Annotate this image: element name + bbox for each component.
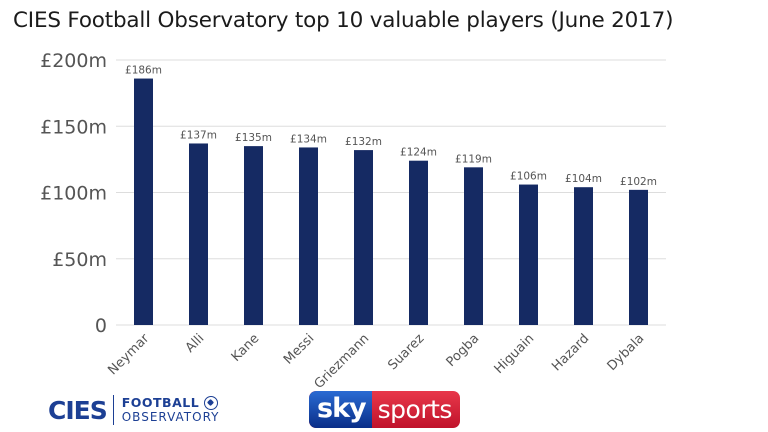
sky-sports-logo: sky sports	[309, 391, 460, 428]
data-label: £186m	[125, 65, 162, 77]
data-label: £119m	[455, 153, 492, 165]
football-icon	[204, 395, 219, 410]
x-tick-label: Alli	[183, 331, 208, 356]
y-tick-label: 0	[95, 315, 107, 337]
x-tick-label: Kane	[229, 331, 263, 365]
x-tick-label: Dybala	[605, 331, 648, 374]
y-tick-label: £50m	[52, 249, 107, 271]
data-label: £106m	[510, 171, 547, 183]
bar	[464, 167, 483, 325]
x-tick-label: Higuain	[492, 331, 538, 377]
bar	[519, 184, 538, 325]
sports-logo-word: sports	[377, 395, 453, 424]
y-tick-label: £200m	[40, 50, 107, 72]
cies-logo: CIES FOOTBALL OBSERVATORY	[48, 393, 219, 427]
bar	[244, 146, 263, 325]
cies-logo-word: CIES	[48, 395, 108, 425]
data-label: £137m	[180, 129, 217, 141]
bar	[134, 78, 153, 325]
data-label: £102m	[620, 176, 657, 188]
cies-logo-line2: OBSERVATORY	[121, 410, 220, 424]
bar	[574, 187, 593, 325]
cies-logo-line1: FOOTBALL	[121, 395, 200, 410]
data-label: £132m	[345, 136, 382, 148]
x-tick-label: Messi	[281, 331, 317, 367]
bar	[354, 150, 373, 325]
bar	[189, 143, 208, 325]
x-tick-label: Neymar	[105, 331, 152, 378]
cies-logo-divider	[112, 395, 114, 425]
data-label: £135m	[235, 132, 272, 144]
bar-chart: 0 £50m £100m £150m £200m £186m Neymar £137m Alli…	[40, 50, 666, 390]
data-label: £124m	[400, 147, 437, 159]
y-tick-label: £100m	[40, 183, 107, 205]
sky-logo-word: sky	[309, 391, 372, 428]
x-tick-label: Hazard	[549, 331, 592, 374]
bar	[299, 147, 318, 325]
data-label: £104m	[565, 173, 602, 185]
chart-title: CIES Football Observatory top 10 valuabl…	[13, 8, 674, 33]
bar	[409, 160, 428, 325]
y-tick-label: £150m	[40, 116, 107, 138]
cies-logo-text: FOOTBALL OBSERVATORY	[122, 395, 220, 425]
x-tick-label: Suarez	[385, 331, 427, 373]
bar	[629, 189, 648, 325]
x-tick-label: Pogba	[444, 331, 483, 370]
x-tick-label: Griezmann	[312, 331, 373, 390]
data-label: £134m	[290, 133, 327, 145]
